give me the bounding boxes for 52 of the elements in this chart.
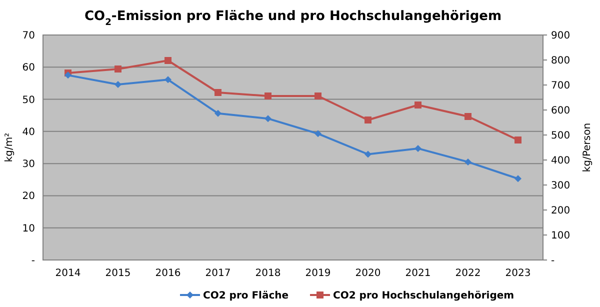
point — [214, 89, 222, 96]
y-tick-label: 30 — [22, 159, 35, 170]
legend-label: CO2 pro Hochschulangehörigem — [333, 290, 514, 302]
x-tick-label: 2015 — [105, 268, 131, 279]
y2-tick-label: 400 — [551, 156, 570, 166]
point — [364, 150, 372, 158]
y-tick-label: 40 — [22, 126, 35, 138]
x-tick-label: 2017 — [205, 268, 231, 279]
point — [514, 175, 522, 182]
x-tick-label: 2016 — [155, 268, 181, 279]
y-tick-label: 50 — [22, 94, 35, 106]
point — [164, 57, 172, 64]
y2-tick-label: 800 — [551, 56, 570, 66]
point — [214, 110, 222, 117]
x-tick-label: 2021 — [405, 268, 431, 279]
y2-tick-label: 300 — [551, 180, 570, 192]
point — [164, 76, 172, 84]
y2-axis-title: kg/Person — [582, 122, 593, 172]
y-tick-label: 60 — [22, 62, 35, 74]
y2-tick-label: 900 — [551, 30, 570, 42]
x-tick-label: 2020 — [355, 268, 381, 279]
point — [64, 72, 72, 79]
point — [264, 92, 272, 100]
y2-tick-label: 500 — [551, 130, 570, 142]
point — [514, 136, 522, 144]
legend-label: CO2 pro Fläche — [203, 290, 289, 302]
y-tick-label: - — [31, 256, 36, 266]
y2-tick-label: 200 — [551, 206, 570, 216]
x-tick-label: 2023 — [505, 268, 531, 279]
x-tick-label: 2014 — [55, 268, 81, 279]
chart-title: CO$_{2}$-Emission pro Fläche und pro Hochschulangehörigem — [84, 9, 502, 28]
point — [114, 66, 122, 72]
point — [264, 115, 272, 122]
point — [314, 130, 322, 138]
point — [464, 113, 472, 120]
y-tick-label: 10 — [22, 223, 35, 234]
point — [114, 81, 122, 88]
point — [414, 144, 422, 152]
x-tick-label: 2019 — [305, 268, 331, 279]
x-tick-label: 2018 — [255, 268, 281, 279]
y-tick-label: 20 — [22, 191, 35, 202]
point — [364, 116, 372, 124]
y-tick-label: 70 — [22, 30, 35, 42]
point — [314, 92, 322, 100]
y-axis-title: kg/m² — [4, 132, 15, 162]
y2-tick-label: 600 — [551, 106, 570, 116]
point — [414, 102, 422, 108]
x-tick-label: 2022 — [455, 268, 481, 279]
y2-tick-label: 700 — [551, 80, 570, 92]
point — [464, 158, 472, 166]
y2-tick-label: - — [551, 256, 555, 266]
y2-tick-label: 100 — [551, 230, 570, 242]
